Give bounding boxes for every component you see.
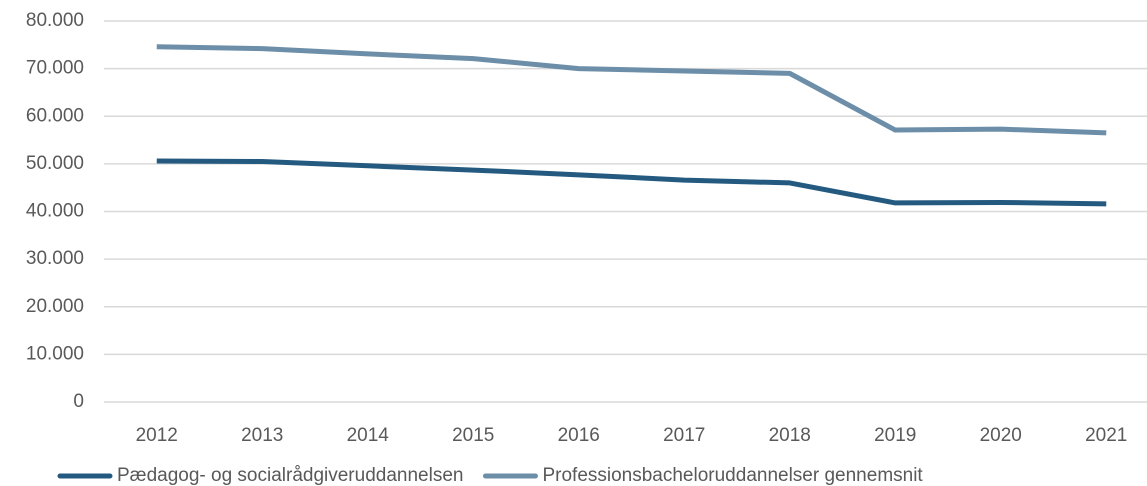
y-tick-label: 80.000	[26, 10, 84, 31]
legend-label: Professionsbacheloruddannelser gennemsni…	[542, 465, 923, 486]
y-tick-label: 50.000	[26, 153, 84, 174]
x-tick-label: 2019	[874, 425, 916, 446]
x-tick-label: 2020	[980, 425, 1022, 446]
y-tick-label: 60.000	[26, 105, 84, 126]
y-tick-label: 30.000	[26, 248, 84, 269]
series-line	[156, 44, 1107, 136]
y-tick-label: 0	[73, 391, 84, 412]
x-tick-label: 2014	[347, 425, 390, 446]
x-tick-label: 2016	[558, 425, 600, 446]
y-tick-label: 10.000	[26, 343, 84, 364]
x-tick-label: 2018	[769, 425, 811, 446]
legend-label: Pædagog- og socialrådgiveruddannelsen	[117, 465, 463, 486]
x-tick-label: 2012	[136, 425, 178, 446]
y-tick-label: 20.000	[26, 296, 84, 317]
x-tick-label: 2017	[663, 425, 705, 446]
x-tick-label: 2013	[241, 425, 283, 446]
x-tick-label: 2021	[1085, 425, 1127, 446]
y-tick-label: 70.000	[26, 58, 84, 79]
x-tick-label: 2015	[452, 425, 494, 446]
series-line	[156, 158, 1107, 207]
y-tick-label: 40.000	[26, 201, 84, 222]
